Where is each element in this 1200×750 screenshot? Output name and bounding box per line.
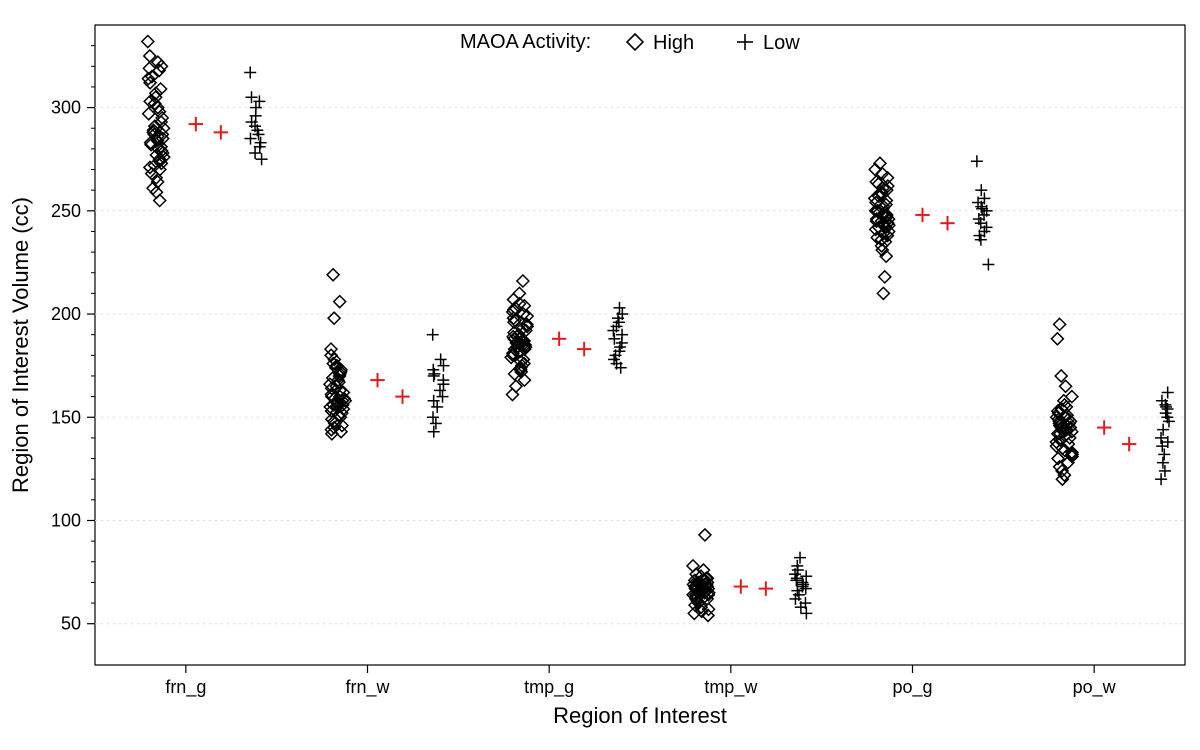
y-tick-label: 250 [51,201,81,221]
diamond-marker [155,83,167,95]
diamond-marker [334,296,346,308]
x-tick-label: tmp_w [704,677,758,698]
legend-item-label: Low [763,32,800,54]
diamond-marker [1051,333,1063,345]
legend-title: MAOA Activity: [460,31,591,53]
chart-container: 50 100 150 200 250 300 frn_g frn_w tmp_g tmp_w po_… [0,0,1200,750]
diamond-marker [699,529,711,541]
y-tick-label: 200 [51,304,81,324]
diamond-marker [327,269,339,281]
x-tick-label: po_w [1073,677,1117,698]
diamond-marker [879,271,891,283]
diamond-marker [506,389,518,401]
diamond-marker [517,275,529,287]
x-tick-label: po_g [892,677,932,698]
legend-item-label: High [653,32,694,54]
chart-svg: 50 100 150 200 250 300 frn_g frn_w tmp_g tmp_w po_… [0,0,1200,750]
y-tick-label: 150 [51,407,81,427]
diamond-marker [877,287,889,299]
y-tick-label: 100 [51,510,81,530]
diamond-marker [627,34,643,50]
plot-border [95,25,1185,665]
x-axis-label: Region of Interest [553,703,727,728]
diamond-marker [1054,318,1066,330]
x-tick-label: frn_w [345,677,390,698]
y-tick-label: 50 [61,614,81,634]
x-tick-label: tmp_g [524,677,574,698]
diamond-marker [142,36,154,48]
x-tick-label: frn_g [165,677,206,698]
y-axis-label: Region of Interest Volume (cc) [8,197,33,493]
diamond-marker [1066,391,1078,403]
y-tick-label: 300 [51,98,81,118]
